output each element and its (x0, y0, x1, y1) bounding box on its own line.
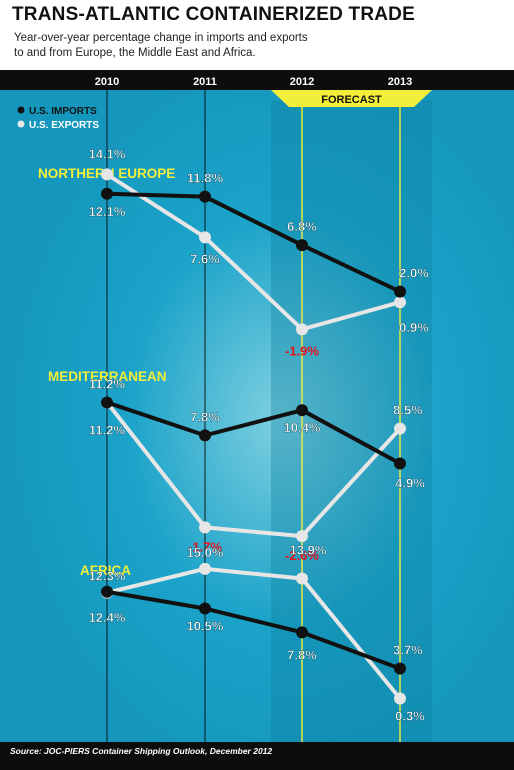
legend-label-0: U.S. IMPORTS (29, 106, 97, 117)
data-point-0-0-2 (296, 239, 308, 252)
series-line-0-1 (105, 172, 401, 332)
legend-label-1: U.S. EXPORTS (29, 120, 99, 131)
data-point-2-1-1 (199, 562, 211, 575)
data-point-0-0-0 (101, 187, 113, 200)
series-line-0-0 (106, 191, 401, 294)
data-point-2-0-3 (394, 662, 406, 675)
data-point-0-1-3 (394, 296, 406, 309)
legend-marker-0 (17, 106, 25, 114)
data-label-2-1-0: 12.3% (89, 569, 126, 584)
data-point-0-1-2 (296, 323, 308, 336)
data-label-2-0-3: 3.7% (393, 643, 423, 658)
data-label-1-0-2: 10.4% (284, 420, 321, 435)
series-line-2-1 (106, 566, 402, 700)
data-label-2-1-2: 13.9% (290, 543, 327, 558)
data-point-2-0-1 (199, 602, 211, 615)
source-note: Source: JOC-PIERS Container Shipping Out… (10, 746, 273, 756)
plot-background (0, 70, 514, 742)
chart-title: TRANS-ATLANTIC CONTAINERIZED TRADE (12, 4, 415, 25)
data-label-0-0-1: 11.8% (187, 171, 224, 186)
data-point-1-0-1 (199, 429, 211, 442)
forecast-label: FORECAST (321, 94, 382, 106)
data-label-0-1-2: -1.9% (285, 343, 319, 358)
chart-subtitle-line-2: to and from Europe, the Middle East and … (14, 47, 256, 59)
data-label-1-0-0: 11.2% (89, 376, 126, 391)
data-point-2-1-3 (394, 692, 406, 705)
data-label-0-0-0: 12.1% (89, 204, 126, 219)
series-line-2-0 (106, 589, 401, 671)
data-point-0-1-0 (101, 168, 113, 181)
data-label-0-0-3: 2.0% (399, 266, 429, 281)
series-line-1-0 (106, 400, 401, 466)
data-point-0-0-1 (199, 190, 211, 203)
data-point-1-0-2 (296, 404, 308, 417)
year-tick-label-2010: 2010 (95, 76, 119, 88)
data-point-2-0-0 (101, 585, 113, 598)
data-label-1-1-0: 11.2% (89, 422, 126, 437)
data-label-1-1-1: -1.7% (188, 539, 222, 554)
data-point-2-0-2 (296, 626, 308, 639)
data-label-2-1-1: 15.0% (187, 545, 224, 560)
data-label-0-1-3: 0.9% (399, 320, 429, 335)
data-label-0-1-1: 7.6% (190, 251, 220, 266)
source-bar (0, 742, 514, 770)
data-label-1-1-2: -2.6% (285, 548, 319, 563)
data-point-2-1-2 (296, 572, 308, 585)
data-point-1-1-2 (296, 530, 308, 543)
data-label-0-1-0: 14.1% (89, 146, 126, 161)
data-label-1-0-3: 4.9% (395, 475, 425, 490)
chart-subtitle-line-1: Year-over-year percentage change in impo… (14, 32, 308, 44)
series-line-1-1 (105, 401, 402, 539)
panel-title-2: AFRICA (80, 563, 131, 578)
data-point-0-1-1 (199, 231, 211, 244)
data-label-0-0-2: 6.8% (287, 219, 317, 234)
year-tick-label-2013: 2013 (388, 76, 412, 88)
panel-title-1: MEDITERRANEAN (48, 369, 167, 384)
data-label-1-1-3: 8.5% (393, 403, 423, 418)
data-point-1-1-1 (199, 521, 211, 534)
year-header-bar (0, 70, 514, 90)
data-label-2-1-3: 0.3% (395, 709, 425, 724)
data-label-1-0-1: 7.8% (190, 409, 220, 424)
forecast-banner (271, 90, 432, 107)
year-tick-label-2011: 2011 (193, 76, 217, 88)
data-label-2-0-2: 7.8% (287, 647, 317, 662)
data-point-0-0-3 (394, 285, 406, 298)
year-tick-label-2012: 2012 (290, 76, 314, 88)
data-point-1-0-0 (101, 396, 113, 409)
legend-marker-1 (17, 120, 25, 128)
data-point-1-1-3 (394, 422, 406, 435)
data-label-2-0-0: 12.4% (89, 610, 126, 625)
data-point-1-0-3 (394, 457, 406, 470)
data-label-2-0-1: 10.5% (187, 619, 224, 634)
